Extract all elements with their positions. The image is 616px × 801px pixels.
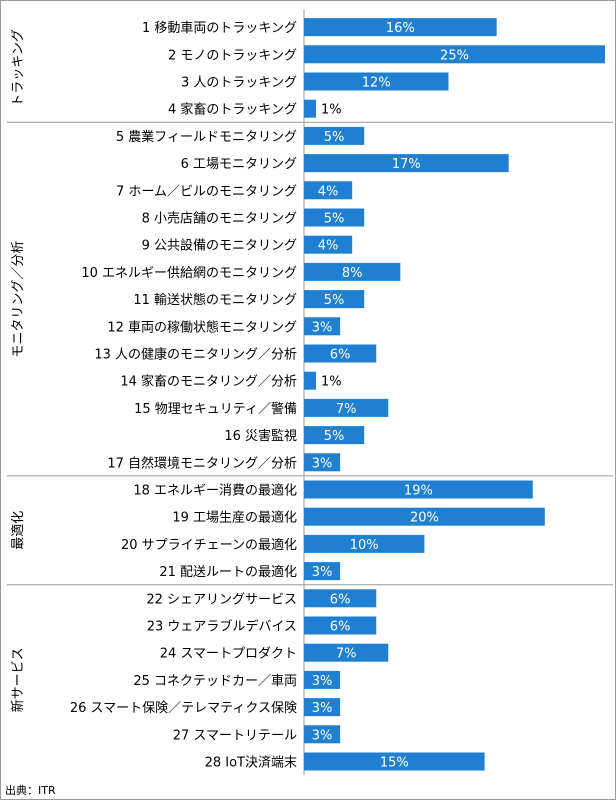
bar: [304, 290, 365, 309]
value-label: 4%: [318, 184, 339, 199]
bar: [304, 317, 341, 336]
value-label: 12%: [362, 76, 391, 91]
value-label: 6%: [330, 348, 351, 363]
bar: [304, 453, 341, 472]
group-label: 新サービス: [10, 647, 26, 712]
bar: [304, 99, 317, 118]
category-label: 24 スマートプロダクト: [160, 647, 297, 662]
bar: [304, 262, 401, 281]
value-labels: 16%25%12%1%5%17%4%5%4%8%5%3%6%1%7%5%3%19…: [312, 21, 469, 770]
value-label: 7%: [336, 402, 357, 417]
bar: [304, 643, 389, 662]
bar: [304, 126, 365, 145]
value-label: 5%: [324, 293, 345, 308]
bar: [304, 670, 341, 689]
category-label: 7 ホーム／ビルのモニタリング: [116, 184, 297, 199]
category-label: 1 移動車両のトラッキング: [142, 21, 297, 36]
value-label: 3%: [312, 320, 333, 335]
bar: [304, 616, 377, 635]
category-labels: 1 移動車両のトラッキング 2 モノのトラッキング 3 人のトラッキング 4 家畜のト…: [70, 21, 297, 770]
bar: [304, 534, 425, 553]
value-label: 4%: [318, 239, 339, 254]
category-label: 18 エネルギー消費の最適化: [133, 483, 297, 499]
category-label: 11 輸送状態のモニタリング: [133, 292, 297, 308]
value-label: 5%: [324, 429, 345, 444]
bar: [304, 181, 353, 200]
value-label: 3%: [312, 565, 333, 580]
value-label: 1%: [321, 375, 342, 390]
category-label: 3 人のトラッキング: [181, 76, 297, 91]
bar: [304, 426, 365, 445]
category-label: 27 スマートリテール: [173, 728, 297, 743]
bar: [304, 371, 317, 390]
category-label: 28 IoT決済端末: [205, 755, 297, 771]
value-label: 17%: [392, 157, 421, 172]
category-label: 26 スマート保険／テレマティクス保険: [70, 701, 297, 716]
bar: [304, 344, 377, 363]
value-label: 15%: [380, 756, 409, 771]
value-label: 6%: [330, 620, 351, 635]
category-label: 16 災害監視: [224, 428, 297, 444]
bar: [304, 698, 341, 717]
value-label: 1%: [321, 103, 342, 118]
value-label: 7%: [336, 647, 357, 662]
group-label: トラッキング: [11, 29, 26, 107]
bar: [304, 72, 449, 91]
category-label: 2 モノのトラッキング: [168, 48, 297, 63]
category-label: 23 ウェアラブルデバイス: [147, 619, 297, 635]
value-label: 3%: [312, 456, 333, 471]
bar: [304, 480, 533, 499]
value-label: 25%: [440, 48, 469, 63]
value-label: 8%: [342, 266, 363, 281]
value-label: 3%: [312, 674, 333, 689]
value-label: 5%: [324, 130, 345, 145]
category-label: 13 人の健康のモニタリング／分析: [94, 347, 297, 363]
value-label: 20%: [410, 511, 439, 526]
category-label: 10 エネルギー供給網のモニタリング: [81, 266, 297, 281]
bar: [304, 562, 341, 581]
value-label: 5%: [324, 212, 345, 227]
bar: [304, 398, 389, 417]
category-label: 6 工場モニタリング: [181, 157, 297, 172]
source-note: 出典：ITR: [5, 783, 56, 797]
bars: [304, 18, 605, 771]
category-label: 22 シェアリングサービス: [146, 592, 297, 607]
bar: [304, 235, 353, 254]
value-label: 3%: [312, 728, 333, 743]
category-label: 17 自然環境モニタリング／分析: [107, 455, 297, 471]
bar: [304, 589, 377, 608]
bar: [304, 752, 485, 771]
group-label: 最適化: [10, 511, 26, 550]
category-label: 21 配送ルートの最適化: [159, 564, 297, 580]
value-label: 16%: [386, 21, 415, 36]
bar: [304, 154, 509, 173]
category-label: 9 公共設備のモニタリング: [142, 238, 297, 254]
category-label: 4 家畜のトラッキング: [168, 102, 297, 118]
category-label: 25 コネクテッドカー／車両: [133, 674, 297, 689]
bar: [304, 18, 497, 37]
bar: [304, 725, 341, 744]
category-label: 20 サプライチェーンの最適化: [121, 537, 297, 553]
value-label: 3%: [312, 701, 333, 716]
value-label: 19%: [404, 484, 433, 499]
category-label: 19 工場生産の最適化: [172, 510, 297, 526]
bar: [304, 208, 365, 227]
group-label: モニタリング／分析: [11, 241, 26, 358]
category-label: 8 小売店舗のモニタリング: [142, 211, 297, 227]
bar: [304, 507, 545, 526]
category-label: 12 車両の稼働状態モニタリング: [107, 319, 297, 335]
category-label: 15 物理セキュリティ／警備: [134, 401, 297, 417]
value-label: 6%: [330, 592, 351, 607]
value-label: 10%: [350, 538, 379, 553]
bar: [304, 45, 605, 64]
category-label: 5 農業フィールドモニタリング: [116, 129, 297, 145]
category-label: 14 家畜のモニタリング／分析: [120, 374, 297, 390]
